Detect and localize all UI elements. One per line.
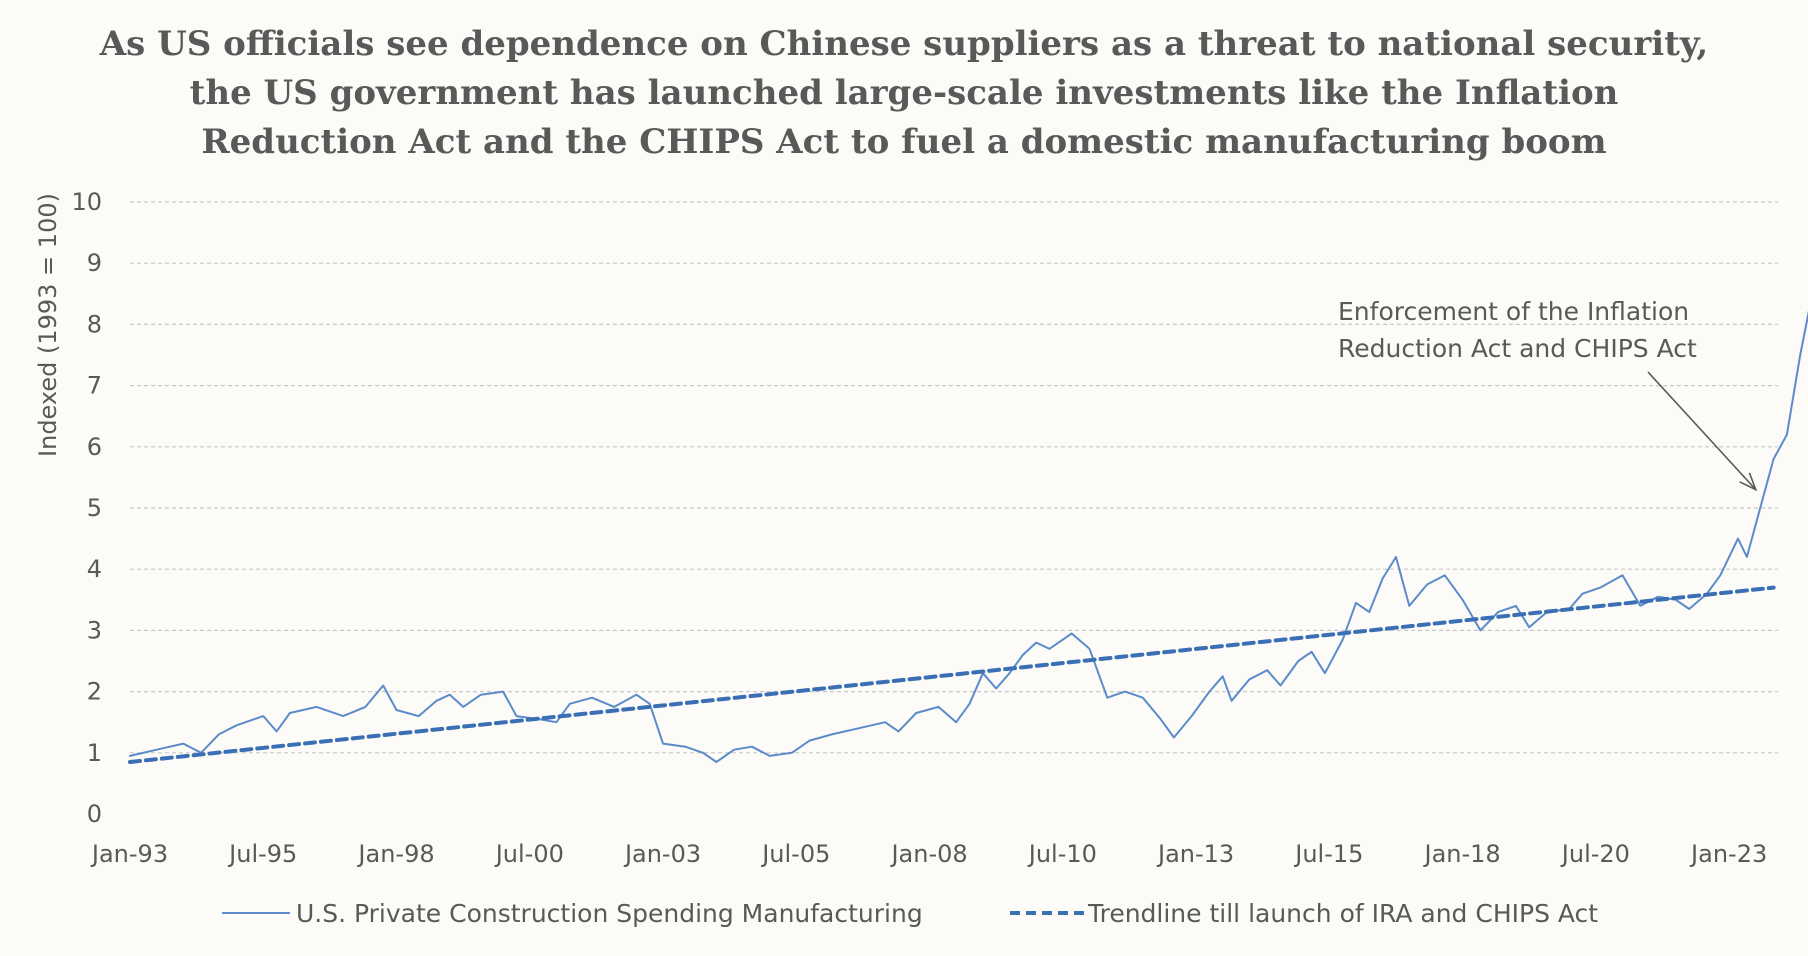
annotation-text-line-1: Enforcement of the Inflation bbox=[1338, 297, 1689, 326]
y-tick-label: 4 bbox=[87, 555, 102, 583]
y-tick-label: 3 bbox=[87, 616, 102, 644]
x-tick-label: Jul-20 bbox=[1560, 840, 1630, 868]
chart-title-line-3: Reduction Act and the CHIPS Act to fuel … bbox=[201, 122, 1606, 162]
x-tick-label: Jul-95 bbox=[227, 840, 297, 868]
legend-label-trendline: Trendline till launch of IRA and CHIPS A… bbox=[1087, 899, 1598, 928]
y-axis-ticks: 0 1 2 3 4 5 6 7 8 9 10 bbox=[71, 188, 102, 828]
y-tick-label: 1 bbox=[87, 739, 102, 767]
x-tick-label: Jul-00 bbox=[494, 840, 564, 868]
x-tick-label: Jan-98 bbox=[356, 840, 434, 868]
y-tick-label: 8 bbox=[87, 310, 102, 338]
x-tick-label: Jan-08 bbox=[889, 840, 967, 868]
chart-title-line-1: As US officials see dependence on Chines… bbox=[99, 24, 1708, 64]
x-tick-label: Jul-05 bbox=[760, 840, 830, 868]
series-lines bbox=[128, 310, 1808, 764]
y-tick-label: 10 bbox=[71, 188, 102, 216]
x-tick-label: Jan-18 bbox=[1423, 840, 1501, 868]
y-tick-label: 7 bbox=[87, 372, 102, 400]
legend-label-construction-spending: U.S. Private Construction Spending Manuf… bbox=[296, 899, 923, 928]
annotation-arrow-line bbox=[1647, 371, 1757, 491]
x-tick-label: Jul-10 bbox=[1027, 840, 1097, 868]
x-tick-label: Jan-03 bbox=[623, 840, 701, 868]
y-tick-label: 0 bbox=[87, 800, 102, 828]
x-tick-label: Jul-15 bbox=[1293, 840, 1363, 868]
x-tick-label: Jan-23 bbox=[1689, 840, 1767, 868]
gridlines bbox=[130, 201, 1778, 754]
y-tick-label: 9 bbox=[87, 249, 102, 277]
annotation: Enforcement of the Inflation Reduction A… bbox=[1338, 297, 1758, 492]
chart-title-line-2: the US government has launched large-sca… bbox=[190, 73, 1619, 113]
legend: U.S. Private Construction Spending Manuf… bbox=[222, 899, 1598, 928]
x-tick-label: Jan-93 bbox=[90, 840, 168, 868]
x-axis-ticks: Jan-93 Jul-95 Jan-98 Jul-00 Jan-03 Jul-05 Jan-… bbox=[90, 840, 1767, 868]
annotation-arrow-head bbox=[1739, 472, 1758, 492]
construction-spending-series bbox=[129, 310, 1808, 763]
x-tick-label: Jan-13 bbox=[1156, 840, 1234, 868]
y-tick-label: 2 bbox=[87, 678, 102, 706]
annotation-text-line-2: Reduction Act and CHIPS Act bbox=[1338, 334, 1697, 363]
trendline-series bbox=[128, 585, 1776, 764]
chart-title: As US officials see dependence on Chines… bbox=[99, 24, 1708, 162]
y-axis-title: Indexed (1993 = 100) bbox=[34, 193, 62, 457]
y-tick-label: 5 bbox=[87, 494, 102, 522]
y-tick-label: 6 bbox=[87, 433, 102, 461]
